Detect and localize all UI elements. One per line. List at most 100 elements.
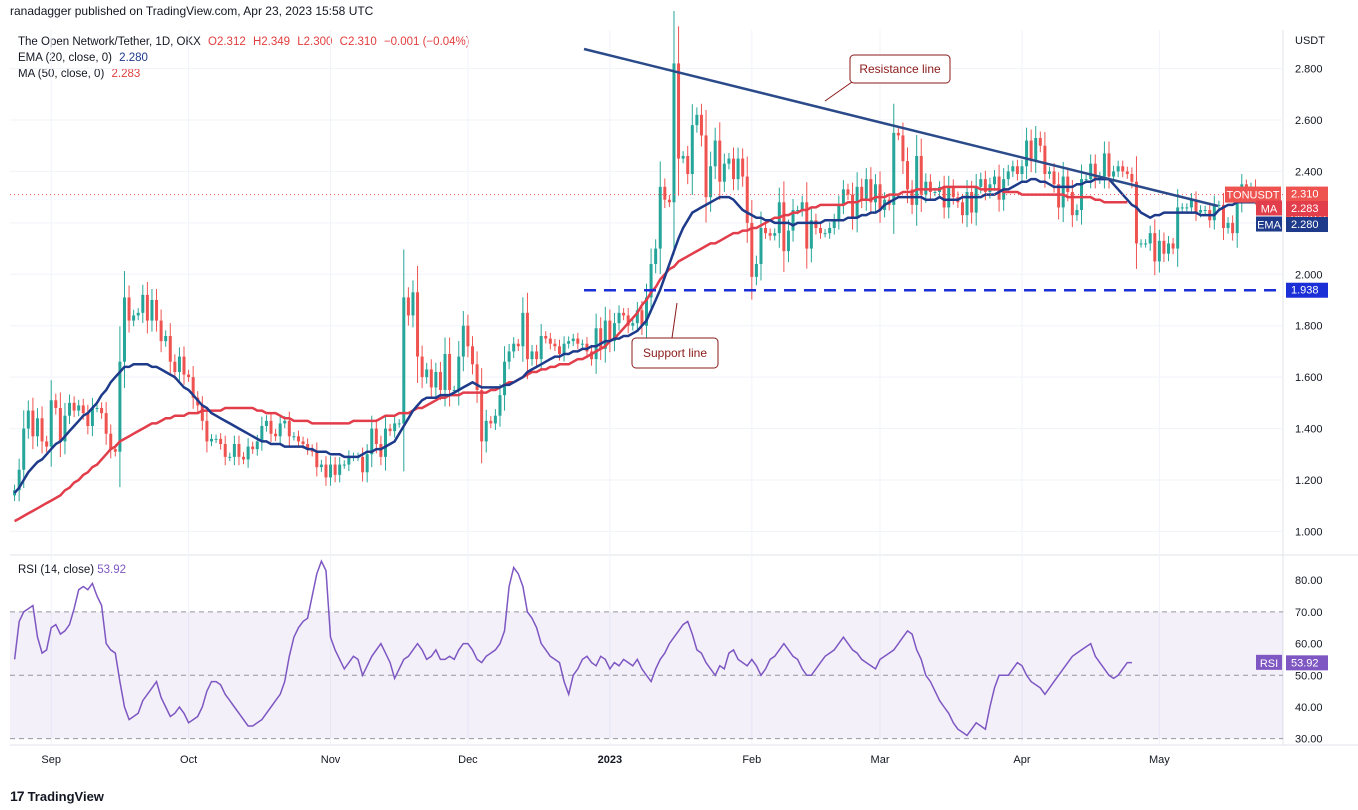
candle[interactable] xyxy=(287,420,291,437)
candle[interactable] xyxy=(228,456,232,458)
candle[interactable] xyxy=(841,189,845,205)
candle[interactable] xyxy=(113,449,117,452)
candle[interactable] xyxy=(260,426,264,442)
candle[interactable] xyxy=(493,415,497,424)
candle[interactable] xyxy=(750,222,754,277)
candle[interactable] xyxy=(429,369,433,388)
candle[interactable] xyxy=(223,444,227,457)
tradingview-footer[interactable]: 17 TradingView xyxy=(10,788,104,804)
candle[interactable] xyxy=(919,156,923,195)
candle[interactable] xyxy=(1066,176,1070,192)
candle[interactable] xyxy=(365,454,369,473)
candle[interactable] xyxy=(1189,199,1193,208)
candle[interactable] xyxy=(516,343,520,347)
candle[interactable] xyxy=(1029,140,1033,162)
candle[interactable] xyxy=(635,310,639,324)
candle[interactable] xyxy=(145,294,149,321)
candle[interactable] xyxy=(503,361,507,396)
candle[interactable] xyxy=(736,158,740,180)
candle[interactable] xyxy=(26,410,30,429)
candle[interactable] xyxy=(832,220,836,228)
candle[interactable] xyxy=(159,320,163,342)
candle[interactable] xyxy=(562,343,566,354)
candle[interactable] xyxy=(40,418,44,442)
candle[interactable] xyxy=(1139,243,1143,245)
candle[interactable] xyxy=(846,189,850,195)
candle[interactable] xyxy=(709,166,713,198)
candle[interactable] xyxy=(45,441,49,447)
candle[interactable] xyxy=(640,310,644,326)
candle[interactable] xyxy=(173,361,177,372)
candle[interactable] xyxy=(1089,163,1093,180)
candle[interactable] xyxy=(521,312,525,347)
candle[interactable] xyxy=(942,186,946,208)
candle[interactable] xyxy=(557,346,561,354)
candle[interactable] xyxy=(1116,166,1120,172)
candle[interactable] xyxy=(612,323,616,342)
candle[interactable] xyxy=(539,336,543,360)
candle[interactable] xyxy=(924,181,928,195)
support-value-badge[interactable] xyxy=(1286,282,1328,298)
candle[interactable] xyxy=(22,428,26,470)
candle[interactable] xyxy=(727,158,731,164)
candle[interactable] xyxy=(150,300,154,321)
candle[interactable] xyxy=(489,420,493,424)
candle[interactable] xyxy=(1121,166,1125,172)
candle[interactable] xyxy=(301,441,305,444)
candle[interactable] xyxy=(306,444,310,450)
candle[interactable] xyxy=(383,428,387,457)
candle[interactable] xyxy=(869,179,873,203)
candle[interactable] xyxy=(136,312,140,316)
candle[interactable] xyxy=(1217,204,1221,206)
candle[interactable] xyxy=(1180,207,1184,209)
support-callout[interactable] xyxy=(631,337,719,369)
candle[interactable] xyxy=(535,351,539,360)
candle[interactable] xyxy=(567,341,571,344)
candle[interactable] xyxy=(718,140,722,182)
candle[interactable] xyxy=(475,364,479,390)
candle[interactable] xyxy=(100,408,104,414)
candle[interactable] xyxy=(782,202,786,252)
ma50-line[interactable] xyxy=(14,185,1128,523)
candle[interactable] xyxy=(278,423,282,437)
candle[interactable] xyxy=(237,444,241,457)
candle[interactable] xyxy=(1047,171,1051,174)
candle[interactable] xyxy=(645,297,648,326)
symbol-label[interactable]: The Open Network/Tether, 1D, OKX xyxy=(18,36,201,48)
candle[interactable] xyxy=(246,446,250,460)
candle[interactable] xyxy=(35,418,39,437)
candle[interactable] xyxy=(132,315,136,321)
candle[interactable] xyxy=(484,420,488,442)
candle[interactable] xyxy=(1231,222,1235,234)
rsi-value-badge[interactable] xyxy=(1286,655,1328,671)
candle[interactable] xyxy=(209,438,213,442)
candle[interactable] xyxy=(1061,176,1065,208)
candle[interactable] xyxy=(690,125,694,174)
candle[interactable] xyxy=(63,415,67,442)
candle[interactable] xyxy=(292,436,296,438)
candle[interactable] xyxy=(232,444,236,457)
candle[interactable] xyxy=(677,63,681,159)
candle[interactable] xyxy=(713,140,717,167)
candle[interactable] xyxy=(251,446,255,450)
candle[interactable] xyxy=(1015,166,1019,174)
ema-row[interactable]: EMA (20, close, 0) 2.280 xyxy=(18,50,474,66)
candle[interactable] xyxy=(1034,138,1038,162)
candle[interactable] xyxy=(269,420,273,434)
candle[interactable] xyxy=(388,428,392,432)
candle[interactable] xyxy=(1112,171,1116,177)
candle[interactable] xyxy=(255,441,259,450)
candle[interactable] xyxy=(393,423,397,432)
candle[interactable] xyxy=(548,338,552,344)
candle[interactable] xyxy=(420,356,424,378)
candle[interactable] xyxy=(402,297,406,424)
candle[interactable] xyxy=(49,400,53,447)
candle[interactable] xyxy=(443,354,447,390)
candle[interactable] xyxy=(594,328,598,360)
candle[interactable] xyxy=(658,186,662,249)
candle[interactable] xyxy=(1148,233,1152,244)
candle[interactable] xyxy=(315,451,319,468)
candle[interactable] xyxy=(837,204,841,221)
candle[interactable] xyxy=(90,408,94,426)
